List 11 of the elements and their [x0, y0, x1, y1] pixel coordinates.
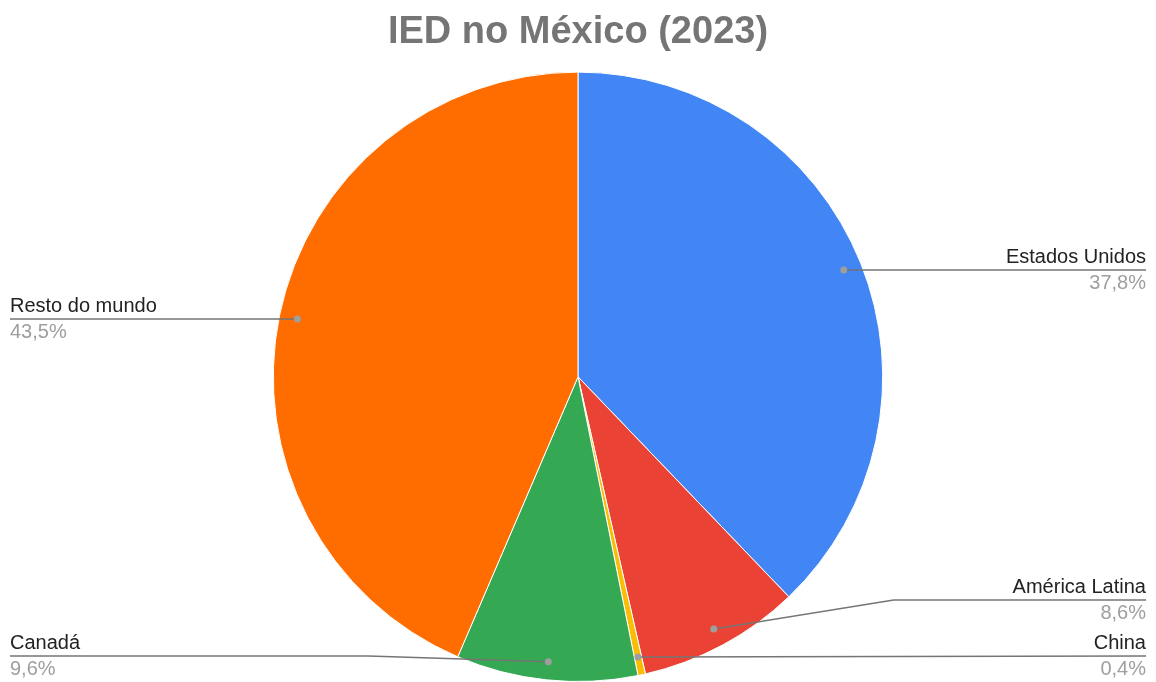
slice-label: América Latina [1012, 574, 1147, 597]
slice-label: Estados Unidos [1005, 244, 1146, 267]
data-label: 37,8% [1089, 270, 1147, 293]
data-label: 9,6% [10, 656, 56, 679]
data-label: 0,4% [1100, 656, 1147, 679]
data-label: 43,5% [10, 319, 67, 342]
slice-label: Canadá [10, 630, 81, 653]
slice-label: Resto do mundo [10, 293, 157, 316]
chart-title: IED no México (2023) [387, 9, 769, 52]
slice-label: China [1093, 630, 1147, 653]
data-label: 8,6% [1100, 600, 1147, 623]
